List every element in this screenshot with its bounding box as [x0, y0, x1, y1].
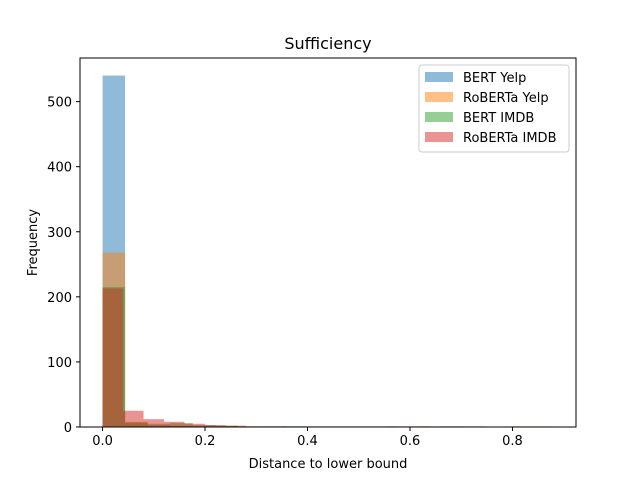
- x-tick-label: 0.8: [502, 434, 523, 449]
- chart-title: Sufficiency: [284, 34, 371, 53]
- y-axis-title: Frequency: [26, 209, 41, 276]
- x-axis-title: Distance to lower bound: [249, 457, 408, 472]
- y-tick-label: 0: [64, 421, 72, 436]
- x-tick-label: 0.4: [297, 434, 318, 449]
- histogram-bar: [102, 288, 124, 427]
- legend-swatch: [425, 72, 453, 82]
- histogram-bar: [184, 423, 206, 427]
- legend-swatch: [425, 132, 453, 142]
- legend-label: RoBERTa Yelp: [463, 91, 549, 106]
- y-tick-label: 400: [47, 161, 72, 176]
- y-tick-label: 500: [47, 96, 72, 111]
- legend-label: RoBERTa IMDB: [463, 131, 557, 146]
- x-tick-label: 0.6: [400, 434, 421, 449]
- x-axis: 0.0 0.2 0.4 0.6 0.8: [92, 427, 523, 449]
- x-tick-label: 0.0: [92, 434, 113, 449]
- legend-label: BERT IMDB: [463, 111, 534, 126]
- legend-item: BERT Yelp: [425, 71, 526, 86]
- legend-item: RoBERTa IMDB: [425, 131, 557, 146]
- legend: BERT Yelp RoBERTa Yelp BERT IMDB RoBERTa IM…: [418, 64, 570, 153]
- legend-item: RoBERTa Yelp: [425, 91, 549, 106]
- legend-label: BERT Yelp: [463, 71, 526, 86]
- x-tick-label: 0.2: [195, 434, 216, 449]
- histogram-bar: [143, 419, 165, 427]
- y-tick-label: 100: [47, 356, 72, 371]
- y-tick-label: 300: [47, 226, 72, 241]
- histogram-bar: [205, 425, 226, 427]
- legend-swatch: [425, 92, 453, 102]
- histogram-bar: [164, 421, 185, 427]
- histogram-bar: [123, 410, 144, 427]
- y-axis: 0 100 200 300 400 500: [47, 96, 80, 436]
- histogram-bar: [225, 425, 247, 427]
- plot-frame: [79, 57, 577, 428]
- legend-item: BERT IMDB: [425, 111, 534, 126]
- legend-box: [418, 64, 570, 153]
- legend-swatch: [425, 112, 453, 122]
- y-tick-label: 200: [47, 291, 72, 306]
